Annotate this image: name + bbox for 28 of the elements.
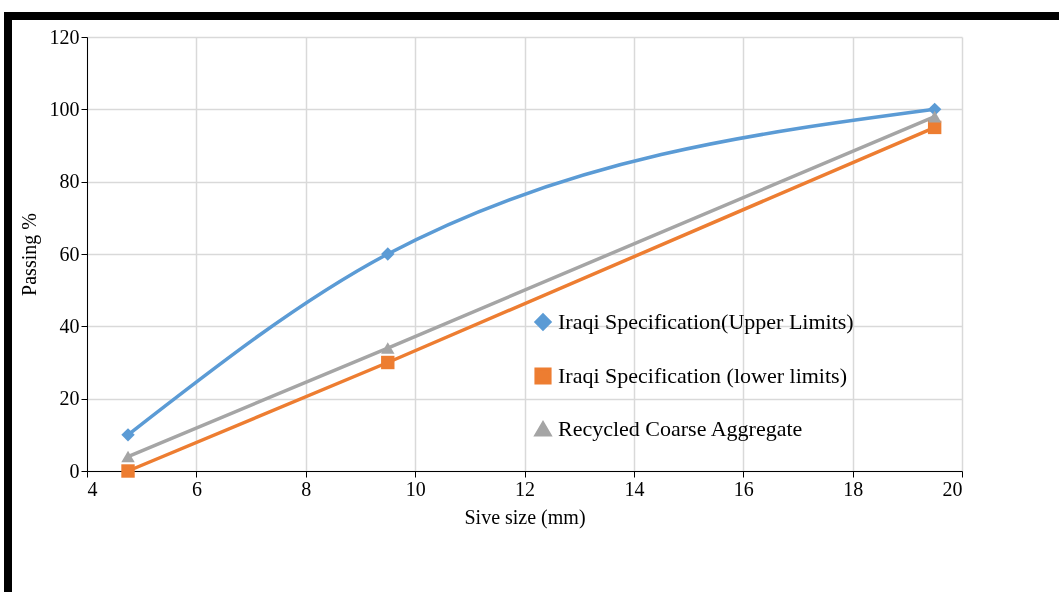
x-tick-label: 6 [191, 477, 202, 500]
y-tick-label: 40 [59, 314, 80, 337]
x-tick-label: 12 [515, 477, 535, 500]
legend-label: Iraqi Specification (lower limits) [558, 363, 847, 388]
point [121, 450, 135, 463]
y-tick-label: 20 [59, 387, 80, 410]
y-tick-label: 60 [59, 242, 80, 265]
x-tick-label: 14 [624, 477, 645, 500]
x-tick-label: 4 [87, 477, 98, 500]
y-tick-label: 0 [69, 459, 80, 482]
point [121, 428, 135, 442]
x-tick-label: 16 [733, 477, 754, 500]
y-tick-label: 80 [59, 170, 80, 193]
y-tick-label: 100 [49, 97, 80, 120]
point [927, 110, 942, 123]
x-tick-label: 8 [301, 477, 312, 500]
point [381, 247, 395, 261]
point [381, 355, 395, 370]
x-tick-label: 18 [843, 477, 864, 500]
point [381, 342, 395, 354]
y-tick-label: 120 [49, 25, 80, 48]
y-axis-title: Passing % [17, 213, 41, 296]
x-axis-title: Sive size (mm) [464, 505, 586, 529]
point [121, 464, 135, 478]
legend-label: Recycled Coarse Aggregate [558, 416, 803, 441]
x-tick-label: 20 [942, 477, 963, 500]
legend-label: Iraqi Specification(Upper Limits) [558, 309, 854, 334]
x-tick-label: 10 [405, 477, 426, 500]
